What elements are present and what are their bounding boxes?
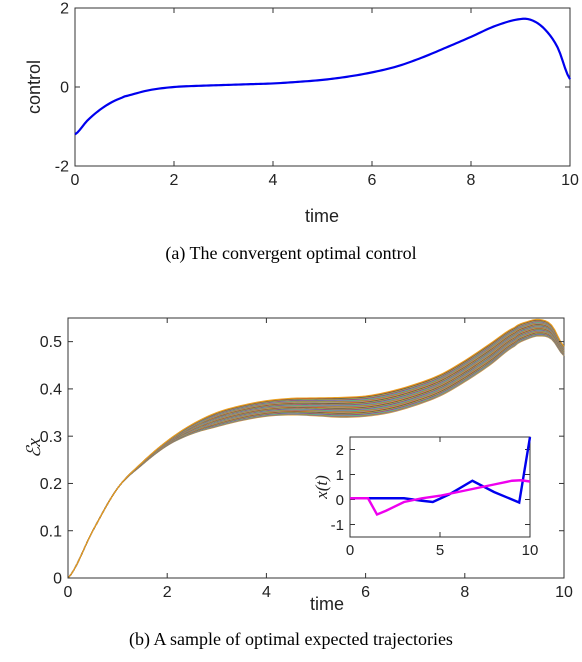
- inset-series-line-2: [350, 479, 531, 517]
- inset-series-line-1: [350, 436, 532, 505]
- chart-b-ytick-label: 0.2: [40, 476, 62, 493]
- chart-b-ylabel: ℰx: [24, 437, 45, 458]
- chart-b-ytick-label: 0.4: [40, 382, 62, 399]
- chart-a-ytick-label: 2: [60, 1, 69, 18]
- chart-a-xtick-label: 6: [368, 172, 377, 189]
- inset-series: [350, 436, 532, 517]
- chart-b-ytick-label: 0.1: [40, 523, 62, 540]
- chart-b-xlabel: time: [310, 594, 344, 614]
- chart-a-frame: [74, 7, 571, 167]
- inset-ytick-label: 2: [336, 442, 344, 459]
- chart-a-ytick-label: -2: [55, 159, 69, 176]
- chart-b-caption: (b) A sample of optimal expected traject…: [129, 629, 453, 650]
- chart-a: 0 2 4 6 8 10-202 time control (a) The converg…: [24, 1, 579, 264]
- chart-a-xtick-label: 10: [561, 172, 579, 189]
- inset-xtick-label: 10: [522, 542, 539, 559]
- chart-a-ylabel: control: [24, 60, 44, 114]
- chart-b-xtick-label: 10: [555, 584, 573, 601]
- inset-ytick-label: 1: [336, 467, 344, 484]
- chart-b-xtick-label: 4: [262, 584, 271, 601]
- chart-a-xtick-label: 0: [71, 172, 80, 189]
- chart-a-xlabel: time: [305, 206, 339, 226]
- chart-a-series-line: [74, 17, 571, 136]
- chart-b-trajectory-line: [67, 318, 565, 579]
- inset-xtick-label: 5: [436, 542, 444, 559]
- chart-b-xtick-label: 8: [460, 584, 469, 601]
- chart-b-ytick-label: 0.3: [40, 429, 62, 446]
- chart-b-inset-frame: [349, 436, 531, 538]
- chart-a-xtick-label: 2: [170, 172, 179, 189]
- inset-ytick-label: 0: [336, 492, 344, 509]
- chart-b-xtick-label: 2: [163, 584, 172, 601]
- chart-a-caption: (a) The convergent optimal control: [165, 243, 416, 264]
- chart-b-xtick-label: 6: [361, 584, 370, 601]
- chart-a-xtick-label: 4: [269, 172, 278, 189]
- chart-b-ytick-label: 0: [53, 571, 62, 588]
- chart-b-ytick-label: 0.5: [40, 334, 62, 351]
- chart-a-ticks: 0 2 4 6 8 10-202: [55, 1, 579, 189]
- chart-a-xtick-label: 8: [467, 172, 476, 189]
- inset-xtick-label: 0: [346, 542, 354, 559]
- chart-b-xtick-label: 0: [64, 584, 73, 601]
- inset-ylabel: x(t): [312, 475, 331, 500]
- inset-ytick-label: -1: [331, 517, 344, 534]
- chart-a-ytick-label: 0: [60, 80, 69, 97]
- chart-b-trajectory-band: [67, 318, 565, 579]
